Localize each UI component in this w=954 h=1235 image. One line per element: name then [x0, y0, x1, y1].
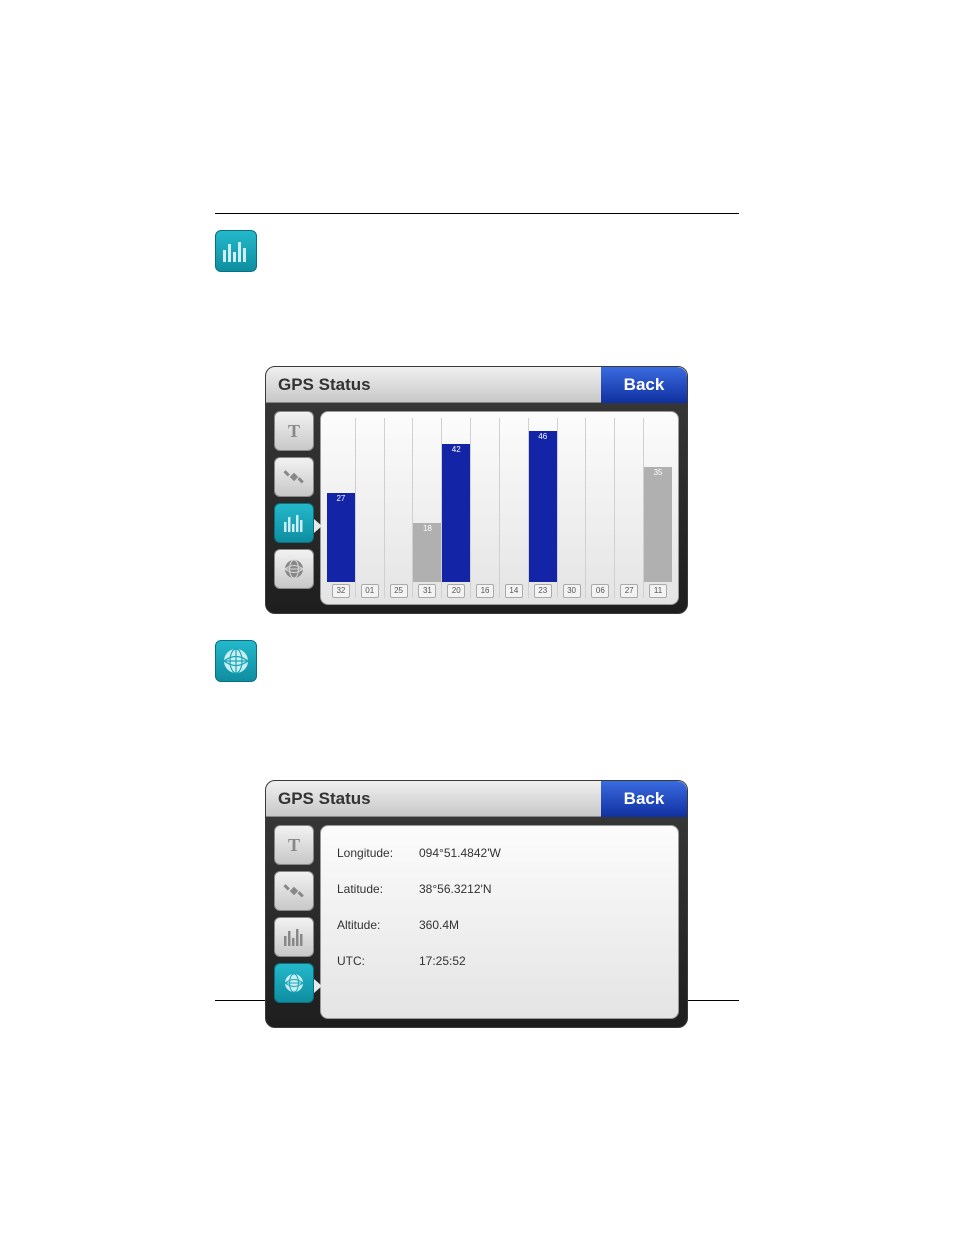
signal-chart: 2732012518314220161446233006273511 [327, 418, 672, 598]
panel-title: GPS Status [278, 789, 371, 809]
signal-bar: 18 [413, 523, 441, 582]
bars-icon [283, 928, 305, 946]
satellite-icon [283, 466, 305, 488]
utc-value: 17:25:52 [419, 954, 662, 968]
signal-value: 46 [529, 432, 557, 441]
satellite-id: 11 [649, 584, 667, 598]
tab-signal-bars[interactable] [274, 503, 314, 543]
latitude-value: 38°56.3212'N [419, 882, 662, 896]
back-button[interactable]: Back [601, 367, 687, 403]
signal-column: 27 [614, 418, 643, 598]
signal-column: 30 [557, 418, 586, 598]
longitude-label: Longitude: [337, 846, 419, 860]
signal-bar: 42 [442, 444, 470, 582]
longitude-value: 094°51.4842'W [419, 846, 662, 860]
panel-header: GPS Status Back [266, 781, 687, 817]
svg-text:T: T [288, 835, 300, 855]
position-card: Longitude: 094°51.4842'W Latitude: 38°56… [320, 825, 679, 1019]
signal-bar: 35 [644, 467, 672, 582]
signal-bar: 46 [529, 431, 557, 582]
tab-text[interactable]: T [274, 411, 314, 451]
altitude-value: 360.4M [419, 918, 662, 932]
satellite-id: 06 [591, 584, 609, 598]
satellite-id: 01 [361, 584, 379, 598]
text-icon: T [283, 420, 305, 442]
panel-title: GPS Status [278, 375, 371, 395]
tab-satellite[interactable] [274, 457, 314, 497]
gps-status-panel-world: GPS Status Back T [265, 780, 688, 1028]
tab-signal-bars[interactable] [274, 917, 314, 957]
position-info: Longitude: 094°51.4842'W Latitude: 38°56… [327, 832, 672, 982]
bars-icon [283, 514, 305, 532]
gps-status-panel-signals: GPS Status Back T [265, 366, 688, 614]
utc-label: UTC: [337, 954, 419, 968]
globe-icon [283, 558, 305, 580]
sidebar: T [274, 825, 314, 1019]
signal-chart-card: 2732012518314220161446233006273511 [320, 411, 679, 605]
satellite-id: 30 [563, 584, 581, 598]
satellite-id: 20 [447, 584, 465, 598]
signal-column: 35 11 [643, 418, 672, 598]
signal-value: 27 [327, 494, 355, 503]
back-button[interactable]: Back [601, 781, 687, 817]
satellite-id: 32 [332, 584, 350, 598]
signal-column: 46 23 [528, 418, 557, 598]
signal-column: 1831 [412, 418, 441, 598]
signal-column: 06 [585, 418, 614, 598]
satellite-id: 25 [390, 584, 408, 598]
satellite-id: 16 [476, 584, 494, 598]
sidebar: T [274, 411, 314, 605]
svg-text:T: T [288, 421, 300, 441]
signal-value: 18 [413, 524, 441, 533]
bars-icon [215, 230, 257, 272]
globe-icon [215, 640, 257, 682]
tab-text[interactable]: T [274, 825, 314, 865]
back-button-label: Back [624, 375, 665, 395]
signal-value: 42 [442, 445, 470, 454]
signal-column: 25 [384, 418, 413, 598]
signal-column: 16 [470, 418, 499, 598]
signal-column: 42 20 [441, 418, 470, 598]
divider [215, 213, 739, 214]
signal-column: 14 [499, 418, 528, 598]
tab-world[interactable] [274, 549, 314, 589]
altitude-label: Altitude: [337, 918, 419, 932]
satellite-icon [283, 880, 305, 902]
latitude-label: Latitude: [337, 882, 419, 896]
signal-bar: 27 [327, 493, 355, 582]
tab-world[interactable] [274, 963, 314, 1003]
satellite-id: 23 [534, 584, 552, 598]
tab-satellite[interactable] [274, 871, 314, 911]
signal-column: 01 [355, 418, 384, 598]
satellite-id: 31 [418, 584, 436, 598]
back-button-label: Back [624, 789, 665, 809]
signal-value: 35 [644, 468, 672, 477]
text-icon: T [283, 834, 305, 856]
satellite-id: 27 [620, 584, 638, 598]
satellite-id: 14 [505, 584, 523, 598]
signal-column: 27 32 [327, 418, 355, 598]
panel-header: GPS Status Back [266, 367, 687, 403]
globe-icon [283, 972, 305, 994]
